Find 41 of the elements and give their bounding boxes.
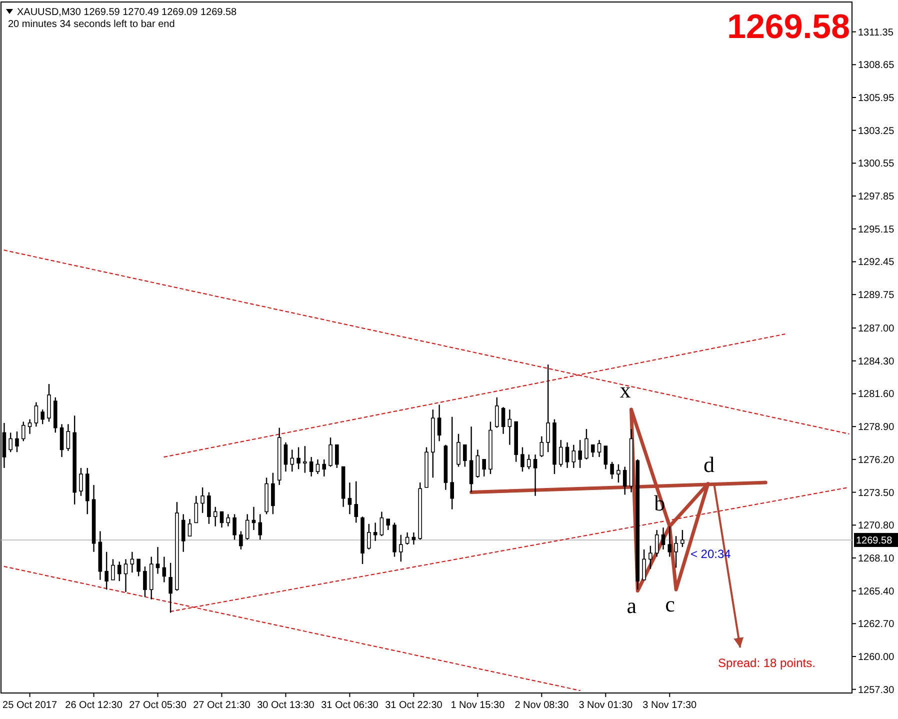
- annotation: x: [620, 378, 631, 403]
- y-tick-label: 1268.10: [858, 553, 895, 564]
- x-tick-label: 31 Oct 22:30: [385, 700, 443, 711]
- y-tick-label: 1308.65: [858, 60, 895, 72]
- x-tick-label: 26 Oct 12:30: [65, 700, 123, 711]
- y-tick-label: 1287.00: [858, 324, 895, 335]
- y-tick-label: 1305.95: [858, 93, 895, 104]
- annotation: c: [665, 592, 676, 617]
- x-tick-label: 3 Nov 01:30: [578, 700, 634, 711]
- y-tick-label: 1276.20: [858, 454, 895, 466]
- ref-line-label: 1269.58: [856, 535, 893, 546]
- y-tick-label: 1281.60: [858, 389, 895, 400]
- x-tick-label: 3 Nov 17:30: [642, 700, 698, 711]
- x-tick-label: 27 Oct 21:30: [193, 700, 251, 711]
- x-tick-label: 31 Oct 06:30: [321, 700, 379, 711]
- y-tick-label: 1273.50: [858, 488, 895, 499]
- annotation: a: [626, 592, 637, 618]
- annotation: d: [704, 452, 715, 477]
- y-tick-label: 1300.55: [858, 158, 895, 170]
- text: 20 minutes 34 seconds left to bar end: [8, 19, 175, 30]
- y-tick-label: 1265.40: [858, 586, 895, 598]
- x-tick-label: 25 Oct 2017: [2, 700, 58, 711]
- y-tick-label: 1262.70: [858, 619, 895, 630]
- y-tick-label: 1297.85: [858, 192, 895, 203]
- x-tick-label: 1 Nov 15:30: [450, 700, 506, 711]
- y-tick-label: 1270.80: [858, 520, 895, 532]
- annotation: 1269.58: [727, 8, 850, 46]
- x-tick-label: 2 Nov 08:30: [514, 700, 570, 711]
- x-tick-label: 27 Oct 05:30: [129, 700, 187, 711]
- y-tick-label: 1260.00: [858, 652, 895, 664]
- y-tick-label: 1303.25: [858, 126, 895, 137]
- text: XAUUSD,M30 1269.59 1270.49 1269.09 1269.58: [17, 7, 238, 18]
- y-tick-label: 1278.90: [858, 422, 895, 434]
- y-tick-label: 1289.75: [858, 290, 895, 302]
- y-tick-label: 1311.35: [858, 27, 894, 38]
- x-tick-label: 30 Oct 13:30: [257, 700, 315, 711]
- annotation: Spread: 18 points.: [718, 656, 816, 670]
- y-tick-label: 1257.30: [858, 684, 895, 696]
- y-tick-label: 1292.45: [858, 257, 895, 268]
- y-tick-label: 1284.30: [858, 356, 895, 368]
- y-tick-label: 1295.15: [858, 224, 895, 236]
